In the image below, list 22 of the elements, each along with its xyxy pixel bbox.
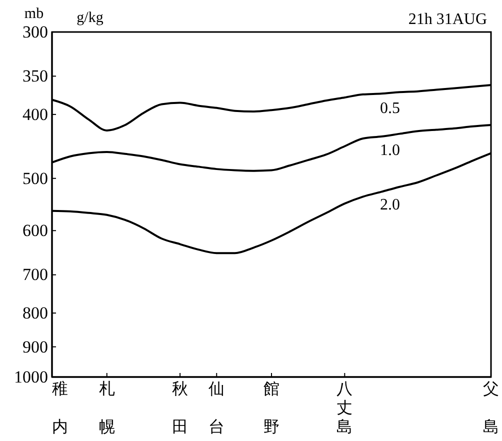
y-tick-label: 800	[22, 304, 48, 322]
series-label: 2.0	[380, 196, 400, 214]
y-tick-label: 1000	[14, 367, 48, 386]
legend-title: g/kg	[76, 10, 104, 26]
x-tick-label: 父島	[483, 379, 499, 436]
x-tick-label: 稚内	[52, 379, 68, 436]
y-tick-label: 300	[22, 22, 48, 42]
series-label: 1.0	[380, 142, 400, 160]
y-tick-label: 350	[22, 66, 48, 86]
x-tick-label: 秋田	[172, 379, 188, 436]
x-tick-label: 八丈島	[336, 379, 353, 436]
x-tick-label: 仙台	[208, 379, 225, 436]
series-label: 0.5	[380, 100, 400, 117]
chart-title: 21h 31AUG	[408, 11, 488, 28]
x-tick-label: 札幌	[98, 379, 115, 436]
y-tick-label: 400	[22, 104, 48, 124]
y-tick-label: 700	[22, 265, 48, 284]
x-tick-label: 館野	[264, 379, 280, 436]
y-tick-label: 600	[22, 221, 48, 240]
y-tick-label: 500	[22, 168, 48, 188]
y-axis-title: mb	[24, 6, 44, 22]
y-tick-label: 900	[22, 337, 48, 356]
